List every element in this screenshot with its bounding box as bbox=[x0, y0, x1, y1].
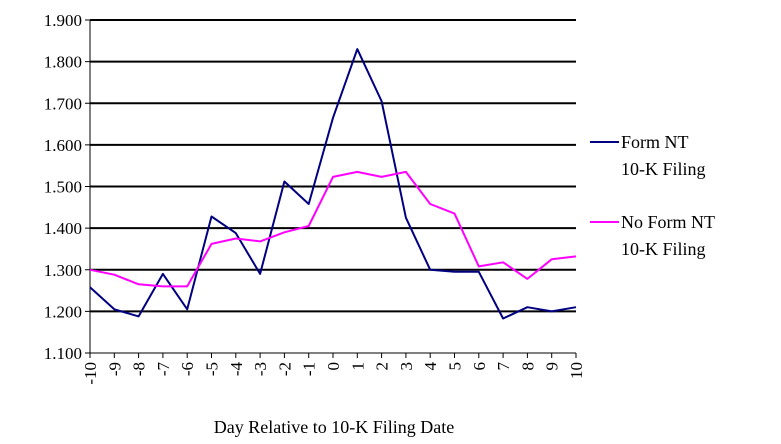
y-tick-label: 1.600 bbox=[44, 136, 82, 155]
x-tick-label: -3 bbox=[251, 362, 270, 376]
x-tick-label: -5 bbox=[203, 362, 222, 376]
y-tick-label: 1.800 bbox=[44, 53, 82, 72]
x-tick-label: 2 bbox=[373, 362, 392, 371]
y-tick-label: 1.200 bbox=[44, 302, 82, 321]
x-tick-labels: -10 -9 -8 -7 -6 -5 -4 -3 -2 -1 0 1 2 3 4 5 6 7 8 9 10 bbox=[81, 361, 586, 384]
legend: Form NT 10-K Filing No Form NT 10-K Filing bbox=[590, 132, 715, 259]
legend-label: No Form NT bbox=[621, 212, 715, 232]
x-tick-label: -9 bbox=[105, 362, 124, 376]
x-tick-label: -1 bbox=[300, 362, 319, 376]
x-tick-label: 10 bbox=[567, 362, 586, 379]
series-line-2 bbox=[89, 170, 577, 288]
y-tick-label: 1.400 bbox=[44, 219, 82, 238]
x-axis-label: Day Relative to 10-K Filing Date bbox=[214, 417, 454, 437]
y-tick-labels: 1.100 1.200 1.300 1.400 1.500 1.600 1.700 1.800… bbox=[44, 11, 82, 363]
legend-label: 10-K Filing bbox=[621, 159, 706, 179]
x-tick-label: -2 bbox=[275, 362, 294, 376]
x-tick-label: 7 bbox=[494, 361, 513, 370]
x-tick-label: -7 bbox=[154, 362, 173, 377]
x-tick-label: 6 bbox=[470, 362, 489, 371]
x-tick-label: 3 bbox=[397, 362, 416, 371]
x-tick-label: 4 bbox=[421, 362, 440, 371]
y-tick-label: 1.700 bbox=[44, 94, 82, 113]
legend-label: 10-K Filing bbox=[621, 239, 706, 259]
x-tick-label: 9 bbox=[543, 362, 562, 371]
legend-label: Form NT bbox=[621, 132, 689, 152]
x-tick-label: -10 bbox=[81, 362, 100, 385]
x-tick-label: 5 bbox=[446, 362, 465, 371]
x-tick-label: -6 bbox=[178, 362, 197, 376]
x-tick-label: -8 bbox=[130, 362, 149, 376]
x-tick-label: 1 bbox=[348, 362, 367, 371]
series-line-1 bbox=[89, 48, 577, 320]
series-lines bbox=[89, 48, 577, 320]
gridlines bbox=[90, 19, 576, 313]
y-tick-label: 1.300 bbox=[44, 261, 82, 280]
y-tick-label: 1.900 bbox=[44, 11, 82, 30]
x-tick-label: 8 bbox=[518, 362, 537, 371]
axes bbox=[85, 19, 577, 358]
y-tick-label: 1.100 bbox=[44, 344, 82, 363]
x-tick-label: 0 bbox=[324, 362, 343, 371]
y-tick-label: 1.500 bbox=[44, 178, 82, 197]
x-tick-label: -4 bbox=[227, 362, 246, 377]
